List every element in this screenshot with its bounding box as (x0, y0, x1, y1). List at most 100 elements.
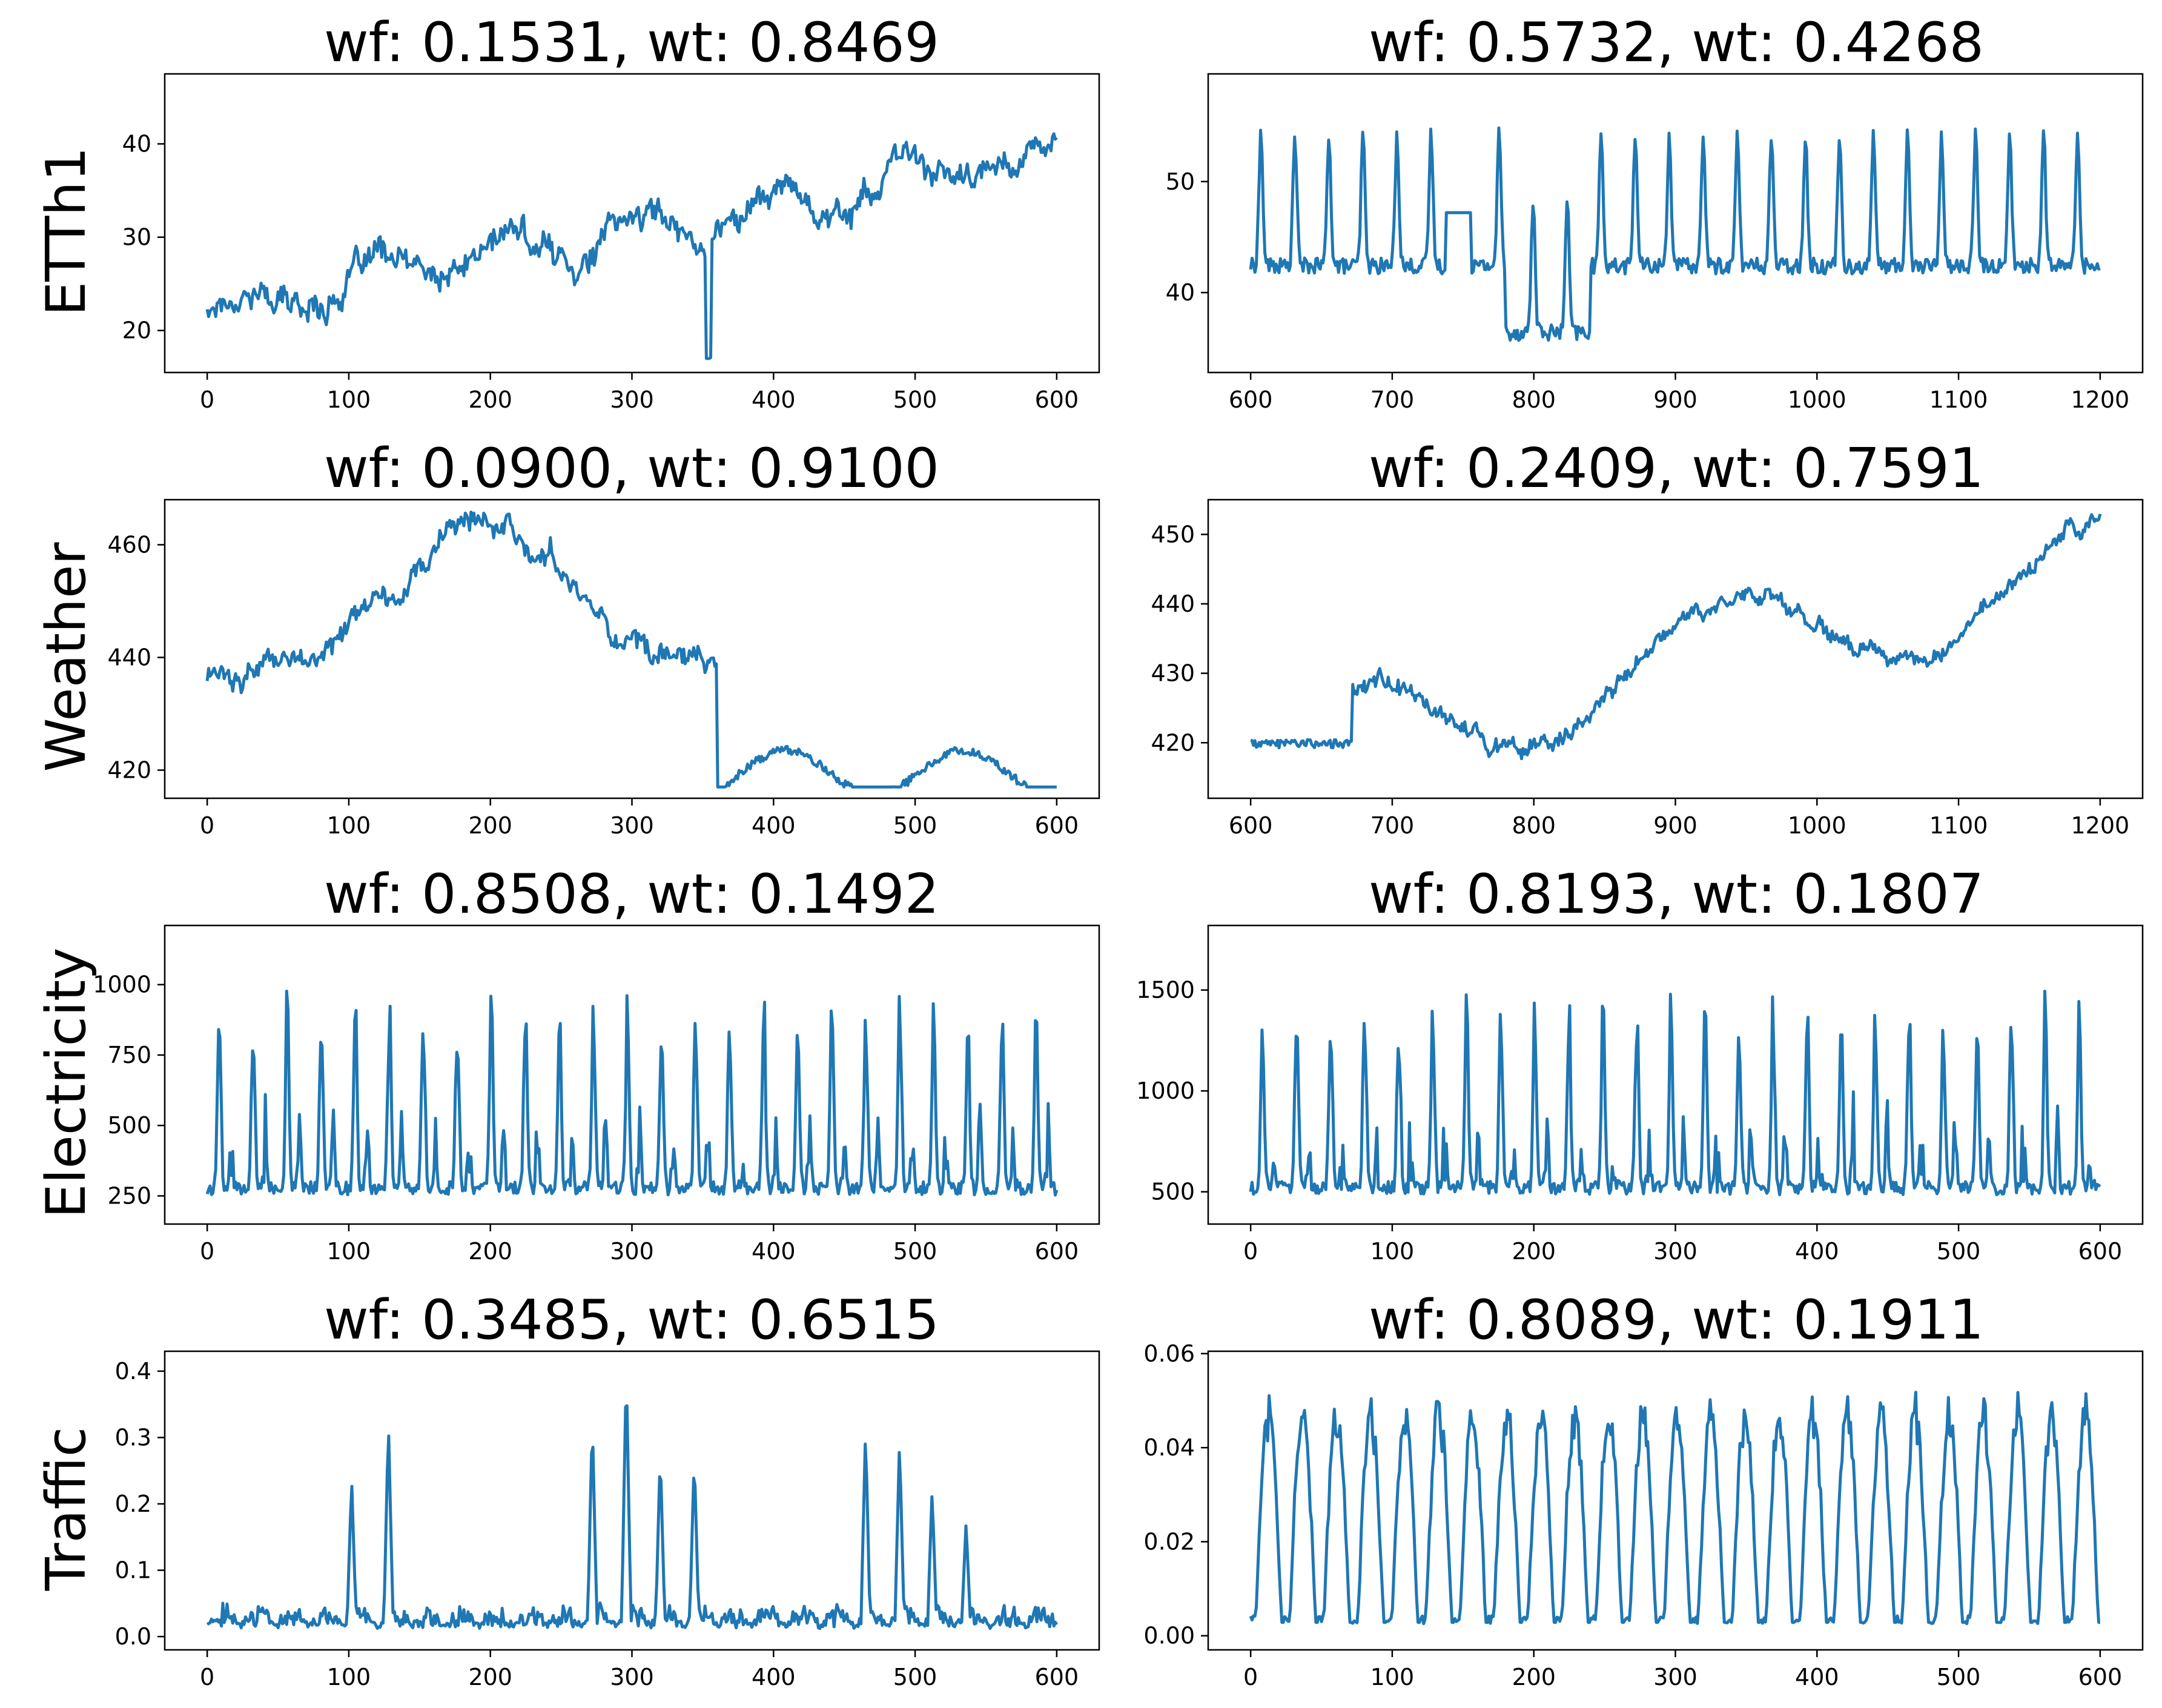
y-tick-label: 750 (107, 1042, 151, 1068)
x-tick-label: 0 (1243, 1238, 1258, 1265)
x-tick-label: 1000 (1788, 812, 1846, 839)
y-tick-label: 0.06 (1143, 1340, 1195, 1367)
x-tick-label: 800 (1512, 812, 1556, 839)
x-tick-label: 300 (610, 1238, 654, 1265)
panel-title-weather-right: wf: 0.2409, wt: 0.7591 (1369, 437, 1984, 500)
x-tick-label: 1200 (2071, 812, 2130, 839)
series-line (1249, 990, 2101, 1196)
y-tick-label: 500 (107, 1112, 151, 1139)
y-tick-label: 0.04 (1143, 1434, 1195, 1461)
x-tick-label: 400 (1795, 1238, 1839, 1265)
x-tick-label: 200 (1512, 1664, 1556, 1690)
x-tick-label: 900 (1653, 386, 1698, 413)
y-tick-label: 1000 (1136, 1077, 1195, 1104)
x-tick-label: 500 (893, 386, 937, 413)
series-line (1249, 1391, 2100, 1626)
x-tick-label: 800 (1512, 386, 1556, 413)
panel-title-traffic-right: wf: 0.8089, wt: 0.1911 (1369, 1288, 1984, 1352)
x-tick-label: 1100 (1929, 812, 1988, 839)
series-line (205, 990, 1059, 1197)
y-tick-label: 1500 (1136, 977, 1195, 1004)
x-tick-label: 300 (1653, 1238, 1698, 1265)
x-tick-label: 100 (327, 1238, 371, 1265)
x-tick-label: 100 (327, 812, 371, 839)
x-tick-label: 100 (327, 386, 371, 413)
x-tick-label: 500 (893, 1238, 937, 1265)
x-tick-label: 1100 (1929, 386, 1988, 413)
y-tick-label: 50 (1166, 168, 1195, 195)
series-line (1250, 513, 2102, 761)
panel-1: 600 700 800 900 1000 1100 1200 40 50 (1166, 73, 2144, 413)
x-tick-label: 0 (200, 812, 214, 839)
y-tick-label: 1000 (93, 972, 151, 998)
row-label-etth1: ETTh1 (35, 147, 98, 316)
panel-title-weather-left: wf: 0.0900, wt: 0.9100 (324, 437, 939, 500)
panel-4: 0 100 200 300 400 500 600 250 500 750 1000 (93, 924, 1100, 1265)
x-tick-label: 100 (1370, 1664, 1415, 1690)
x-tick-label: 400 (1795, 1664, 1839, 1690)
x-tick-label: 500 (893, 1664, 937, 1690)
x-tick-label: 400 (752, 386, 796, 413)
y-tick-label: 0.2 (115, 1491, 151, 1517)
panel-title-electricity-right: wf: 0.8193, wt: 0.1807 (1369, 862, 1984, 926)
y-tick-label: 0.00 (1143, 1623, 1195, 1649)
panel-3: 600 700 800 900 1000 1100 1200 420 430 440 450 (1151, 498, 2144, 839)
y-tick-label: 20 (122, 317, 151, 344)
panel-5: 0 100 200 300 400 500 600 500 1000 1500 (1136, 924, 2144, 1265)
series-line (205, 132, 1058, 360)
x-tick-label: 200 (468, 812, 512, 839)
y-tick-label: 450 (1151, 521, 1195, 548)
series-line (1249, 126, 2101, 342)
y-tick-label: 420 (1151, 729, 1195, 756)
row-label-electricity: Electricity (35, 947, 98, 1218)
x-tick-label: 300 (610, 812, 654, 839)
x-tick-label: 400 (752, 1238, 796, 1265)
x-tick-label: 600 (1229, 812, 1273, 839)
x-tick-label: 1200 (2071, 386, 2130, 413)
panel-6: 0 100 200 300 400 500 600 0.0 0.1 0.2 0.3 0.4 (115, 1350, 1100, 1690)
x-tick-label: 600 (2078, 1238, 2123, 1265)
y-tick-label: 40 (1166, 279, 1195, 306)
x-tick-label: 0 (200, 386, 214, 413)
y-tick-label: 0.02 (1143, 1528, 1195, 1555)
x-tick-label: 600 (1035, 386, 1079, 413)
x-tick-label: 200 (1512, 1238, 1556, 1265)
y-tick-label: 30 (122, 224, 151, 251)
panel-7: 0 100 200 300 400 500 600 0.00 0.02 0.04 0.06 (1143, 1340, 2144, 1690)
row-label-traffic: Traffic (35, 1427, 98, 1591)
y-tick-label: 460 (107, 531, 151, 558)
x-tick-label: 600 (2078, 1664, 2123, 1690)
x-tick-label: 0 (1243, 1664, 1258, 1690)
x-tick-label: 1000 (1788, 386, 1846, 413)
x-tick-label: 600 (1035, 812, 1079, 839)
y-tick-label: 440 (107, 644, 151, 670)
x-tick-label: 500 (1937, 1664, 1981, 1690)
y-tick-label: 250 (107, 1182, 151, 1209)
y-tick-label: 0.4 (115, 1358, 151, 1385)
x-tick-label: 600 (1035, 1238, 1079, 1265)
y-tick-label: 0.3 (115, 1424, 151, 1451)
y-tick-label: 500 (1151, 1179, 1195, 1205)
x-tick-label: 700 (1370, 812, 1415, 839)
x-tick-label: 900 (1653, 812, 1698, 839)
x-tick-label: 200 (468, 386, 512, 413)
y-tick-label: 440 (1151, 591, 1195, 617)
x-tick-label: 600 (1229, 386, 1273, 413)
panel-title-electricity-left: wf: 0.8508, wt: 0.1492 (324, 862, 939, 926)
y-tick-label: 430 (1151, 660, 1195, 687)
x-tick-label: 300 (610, 1664, 654, 1690)
x-tick-label: 200 (468, 1664, 512, 1690)
row-label-weather: Weather (35, 543, 98, 772)
x-tick-label: 400 (752, 1664, 796, 1690)
panel-title-etth1-left: wf: 0.1531, wt: 0.8469 (324, 11, 939, 74)
panel-0: 0 100 200 300 400 500 600 20 30 40 (122, 73, 1100, 413)
x-tick-label: 300 (610, 386, 654, 413)
x-tick-label: 0 (200, 1238, 214, 1265)
x-tick-label: 100 (1370, 1238, 1415, 1265)
x-tick-label: 100 (327, 1664, 371, 1690)
panel-title-traffic-left: wf: 0.3485, wt: 0.6515 (324, 1288, 939, 1352)
x-tick-label: 500 (1937, 1238, 1981, 1265)
